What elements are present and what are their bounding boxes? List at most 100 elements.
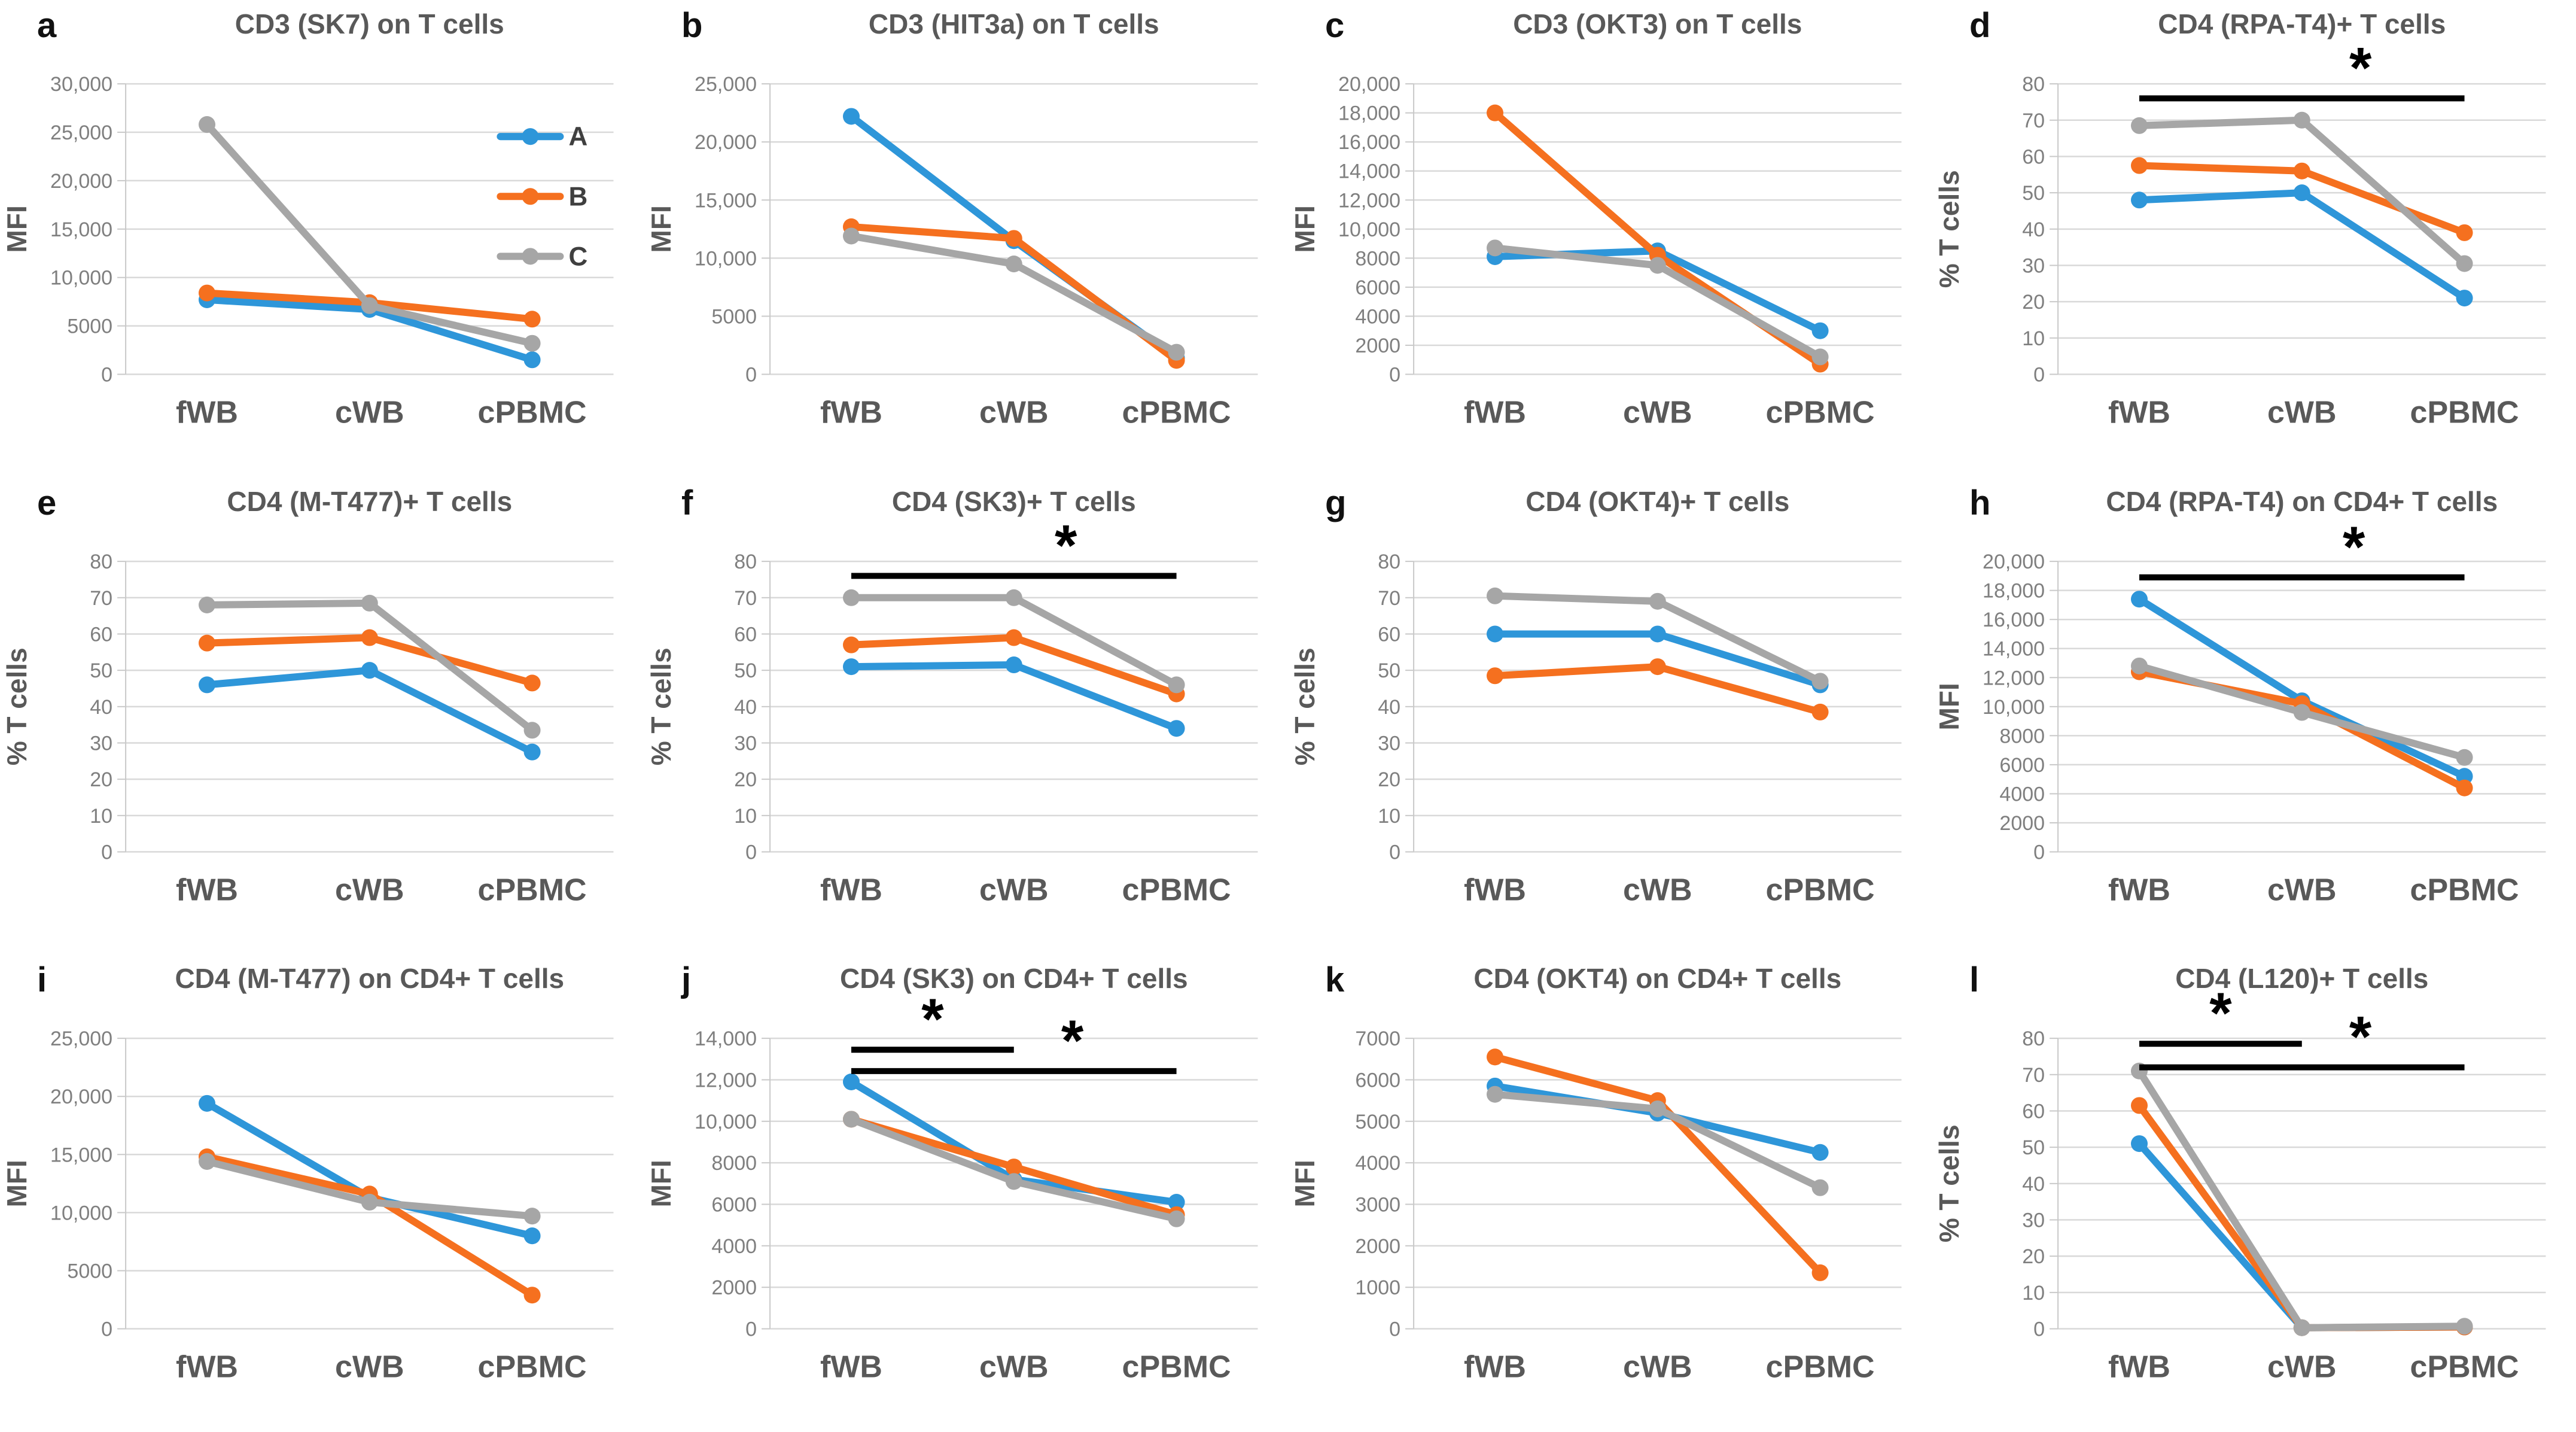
y-tick-label: 40 <box>90 695 112 718</box>
series-marker-C <box>2130 657 2148 674</box>
x-tick-label: cPBMC <box>2410 1350 2519 1385</box>
y-tick-label: 14,000 <box>1338 160 1400 183</box>
y-tick-label: 20 <box>2022 1246 2045 1269</box>
y-tick-label: 70 <box>2022 1064 2045 1087</box>
series-marker-B <box>361 629 378 646</box>
y-tick-label: 12,000 <box>695 1069 757 1092</box>
y-axis-label: % T cells <box>1933 170 1965 288</box>
series-marker-C <box>2456 255 2473 272</box>
series-marker-C <box>1649 257 1666 274</box>
y-axis-label: MFI <box>1 1160 32 1208</box>
panel-letter-j: j <box>681 960 691 999</box>
y-tick-label: 30,000 <box>50 73 112 96</box>
series-marker-B <box>1005 230 1022 247</box>
series-line-C <box>847 232 1180 356</box>
y-tick-label: 20 <box>2022 291 2045 314</box>
panel-chart-j: 0 2000 4000 6000 8000 10,000 12,000 14,000 j CD4 … <box>645 960 1257 1385</box>
series-line-A <box>2135 595 2468 780</box>
panel-chart-e: 0 10 20 30 40 50 60 70 80 e CD4 (M-T477)+ T cells%… <box>1 484 614 907</box>
y-tick-label: 15,000 <box>50 218 112 241</box>
x-tick-label: cWB <box>1623 396 1692 430</box>
y-tick-label: 10,000 <box>50 267 112 290</box>
y-tick-label: 0 <box>2033 1318 2045 1341</box>
x-tick-label: cWB <box>335 872 404 907</box>
series-marker-B <box>198 284 216 302</box>
y-axis-label: % T cells <box>1289 647 1320 765</box>
y-tick-label: 50 <box>734 659 757 682</box>
series-marker-B <box>523 1287 541 1304</box>
y-tick-label: 10,000 <box>695 1111 757 1133</box>
y-tick-label: 70 <box>1378 586 1400 609</box>
x-tick-label: fWB <box>820 1350 882 1385</box>
y-tick-label: 40 <box>2022 218 2045 241</box>
panel-letter-a: a <box>37 6 57 45</box>
y-tick-label: 12,000 <box>1338 189 1400 212</box>
series-marker-A <box>2130 1135 2148 1153</box>
y-tick-label: 50 <box>90 659 112 682</box>
y-tick-label: 0 <box>101 1318 112 1341</box>
significance-star: * <box>921 987 944 1051</box>
series-marker-C <box>361 297 378 314</box>
y-tick-label: 4000 <box>711 1235 757 1258</box>
y-tick-label: 0 <box>745 364 757 387</box>
series-line-B <box>2135 1102 2468 1332</box>
series-marker-C <box>1649 1100 1666 1118</box>
panel-e: 0 10 20 30 40 50 60 70 80 e CD4 (M-T477)+ T cells%… <box>0 478 644 955</box>
y-tick-label: 25,000 <box>50 121 112 144</box>
series-marker-C <box>523 335 541 352</box>
series-marker-B <box>842 636 860 653</box>
x-tick-label: fWB <box>820 872 882 907</box>
y-tick-label: 18,000 <box>1338 102 1400 125</box>
series-marker-B <box>523 311 541 328</box>
panel-chart-d: 0 10 20 30 40 50 60 70 80 d CD4 (RPA-T4)+ T cells%… <box>1933 6 2545 430</box>
x-tick-label: fWB <box>176 396 238 430</box>
panel-j: 0 2000 4000 6000 8000 10,000 12,000 14,000 j CD4 … <box>644 954 1289 1432</box>
x-tick-label: cPBMC <box>2410 872 2519 907</box>
series-line-A <box>203 666 536 756</box>
series-marker-A <box>842 108 860 125</box>
y-tick-label: 0 <box>745 841 757 864</box>
x-tick-label: cPBMC <box>478 1350 587 1385</box>
y-tick-label: 0 <box>2033 364 2045 387</box>
series-marker-B <box>523 674 541 692</box>
series-marker-A <box>523 743 541 761</box>
series-marker-A <box>2130 590 2148 607</box>
series-marker-C <box>361 1194 378 1211</box>
legend-swatch-marker <box>522 248 539 265</box>
series-marker-C <box>1811 348 1829 366</box>
series-marker-A <box>2130 191 2148 209</box>
x-tick-label: cPBMC <box>1766 872 1875 907</box>
series-marker-B <box>1005 629 1022 646</box>
legend-item-A: A <box>497 122 587 151</box>
x-tick-label: cPBMC <box>1766 1350 1875 1385</box>
panel-letter-b: b <box>681 6 702 45</box>
y-tick-label: 60 <box>2022 1100 2045 1123</box>
legend-swatch-marker <box>522 128 539 145</box>
series-marker-B <box>1486 104 1504 121</box>
x-tick-label: fWB <box>1464 872 1526 907</box>
panel-c: 0 2000 4000 6000 8000 10,000 12,000 14,000 16,00… <box>1288 0 1932 478</box>
panel-title-e: CD4 (M-T477)+ T cells <box>227 486 512 517</box>
series-marker-B <box>2456 224 2473 241</box>
x-tick-label: fWB <box>176 872 238 907</box>
y-tick-label: 10,000 <box>50 1202 112 1225</box>
y-tick-label: 0 <box>101 841 112 864</box>
series-marker-C <box>198 116 216 133</box>
series-marker-B <box>1811 1264 1829 1282</box>
y-tick-label: 5000 <box>67 315 112 338</box>
panel-h: 0 2000 4000 6000 8000 10,000 12,000 14,000 16,00… <box>1932 478 2576 955</box>
series-marker-C <box>1168 676 1185 694</box>
y-axis-label: % T cells <box>1933 1125 1965 1243</box>
y-tick-label: 50 <box>2022 182 2045 205</box>
y-tick-label: 2000 <box>1355 1235 1400 1258</box>
y-tick-label: 20,000 <box>50 170 112 193</box>
series-line-B <box>2135 668 2468 792</box>
y-tick-label: 4000 <box>1999 783 2045 805</box>
y-axis-label: % T cells <box>645 647 677 765</box>
series-marker-B <box>2130 157 2148 174</box>
y-tick-label: 25,000 <box>695 73 757 96</box>
y-tick-label: 80 <box>2022 1027 2045 1050</box>
y-tick-label: 60 <box>2022 145 2045 168</box>
series-marker-B <box>198 634 216 652</box>
y-axis-label: MFI <box>1289 1160 1320 1208</box>
